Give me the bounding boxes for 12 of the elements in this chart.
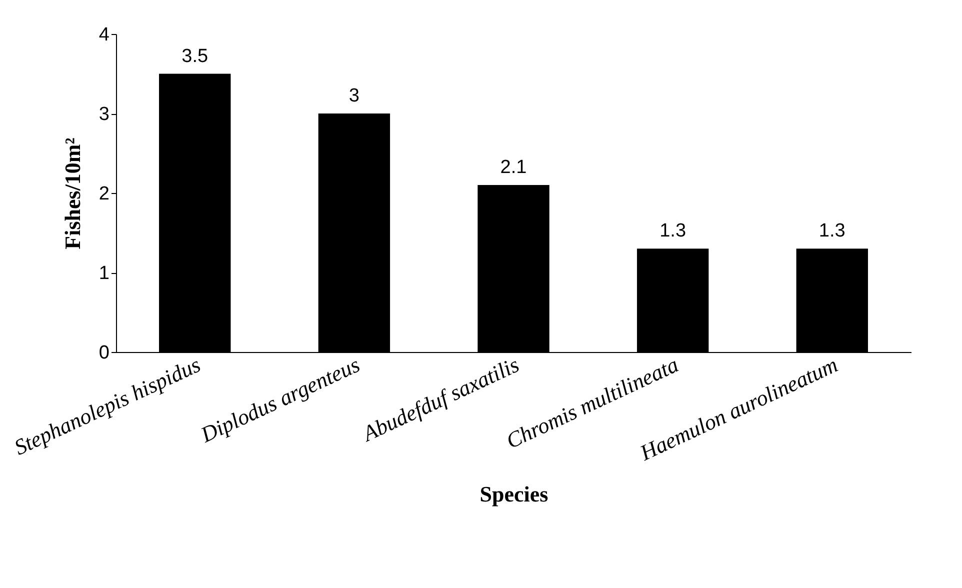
data-label: 3 [348,86,360,106]
y-tick-label: 2 [98,184,110,204]
y-axis-title: Fishes/10m² [60,137,85,250]
y-tick-label: 4 [98,24,110,46]
y-tick-label: 3 [98,104,110,125]
data-label: 2.1 [500,157,527,178]
y-tick-label: 1 [98,263,110,284]
y-tick-label: 0 [98,342,110,364]
data-label: 3.5 [182,46,208,67]
data-label: 1.3 [660,220,686,242]
data-label: 1.3 [818,220,846,242]
x-axis-title: Species [480,481,549,506]
